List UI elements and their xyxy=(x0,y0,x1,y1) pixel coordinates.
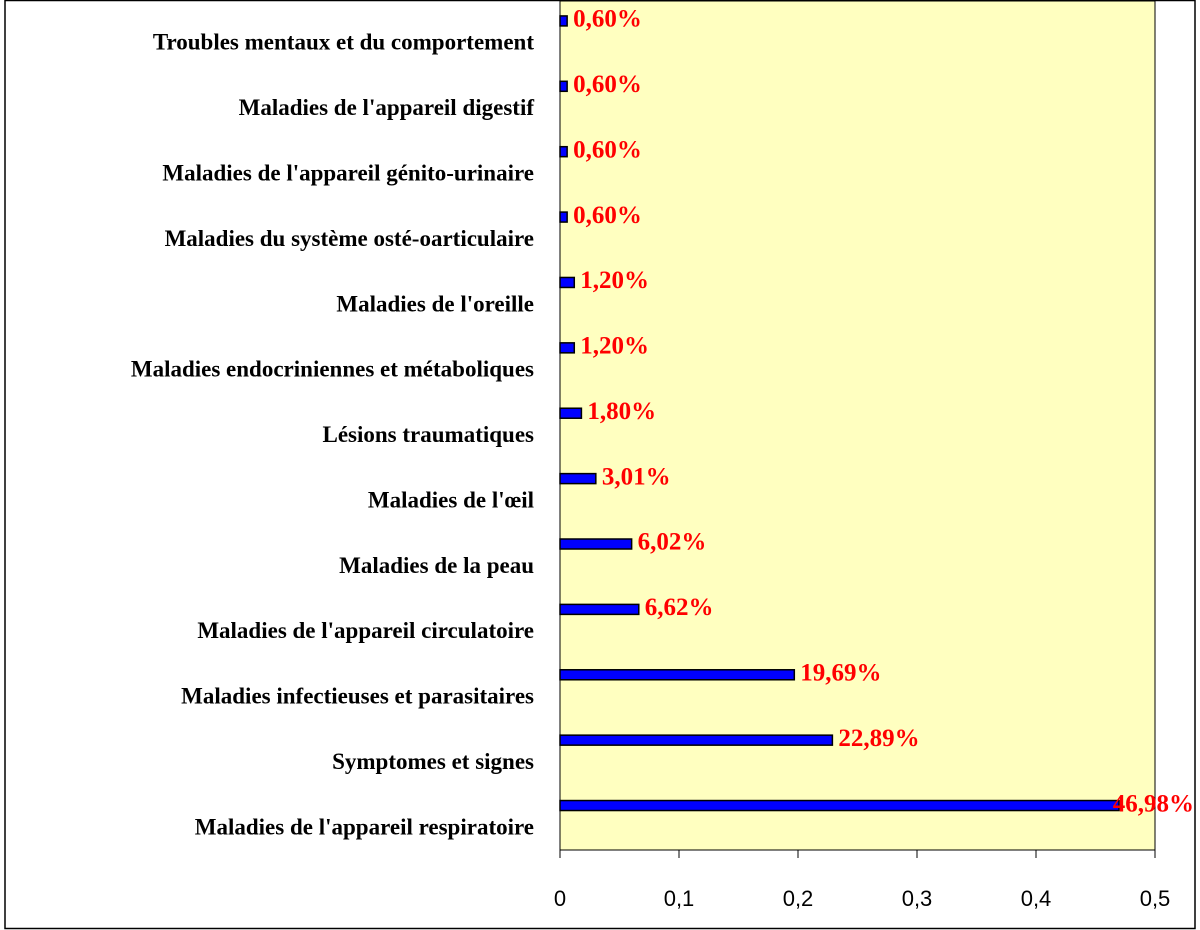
value-label: 22,89% xyxy=(838,725,919,752)
value-label: 6,62% xyxy=(645,594,714,621)
category-label: Maladies de l'oreille xyxy=(336,291,534,316)
bar xyxy=(559,80,568,93)
bar xyxy=(559,407,583,419)
plot-area xyxy=(559,0,1156,851)
value-label: 3,01% xyxy=(602,463,671,490)
category-label: Troubles mentaux et du comportement xyxy=(153,30,535,55)
category-label: Maladies du système osté-oarticulaire xyxy=(165,226,534,251)
bar xyxy=(559,669,796,681)
x-tick-label: 0 xyxy=(554,886,566,911)
bar xyxy=(559,799,1120,812)
value-label: 0,60% xyxy=(573,202,642,229)
value-label: 1,80% xyxy=(587,398,656,425)
category-label: Symptomes et signes xyxy=(332,749,534,774)
bar xyxy=(559,734,834,746)
x-tick-label: 0,1 xyxy=(664,886,695,911)
x-tick-label: 0,3 xyxy=(902,886,933,911)
category-label: Maladies de l'œil xyxy=(368,487,534,512)
value-label: 19,69% xyxy=(800,660,881,687)
bar xyxy=(559,603,640,616)
category-label: Maladies de l'appareil génito-urinaire xyxy=(162,161,534,186)
bar xyxy=(559,15,568,27)
x-tick-label: 0,2 xyxy=(783,886,814,911)
bar xyxy=(559,211,568,223)
value-label: 0,60% xyxy=(573,6,642,33)
bar xyxy=(559,276,576,289)
category-label: Maladies de l'appareil respiratoire xyxy=(195,814,534,839)
x-tick-label: 0,4 xyxy=(1021,886,1052,911)
bar xyxy=(559,472,597,485)
bar xyxy=(559,342,576,354)
category-label: Maladies de l'appareil digestif xyxy=(239,95,535,120)
bar xyxy=(559,145,568,158)
value-label: 1,20% xyxy=(580,333,649,360)
category-label: Maladies endocriniennes et métaboliques xyxy=(131,357,534,382)
category-label: Maladies de la peau xyxy=(339,553,534,578)
value-label: 1,20% xyxy=(580,267,649,294)
value-label: 46,98% xyxy=(1113,790,1194,817)
value-label: 0,60% xyxy=(573,71,642,98)
x-tick-label: 0,5 xyxy=(1140,886,1171,911)
value-label: 0,60% xyxy=(573,136,642,163)
category-label: Lésions traumatiques xyxy=(323,422,535,447)
value-label: 6,02% xyxy=(638,529,707,556)
bar xyxy=(559,538,633,550)
category-label: Maladies de l'appareil circulatoire xyxy=(197,618,534,643)
category-label: Maladies infectieuses et parasitaires xyxy=(181,684,534,709)
